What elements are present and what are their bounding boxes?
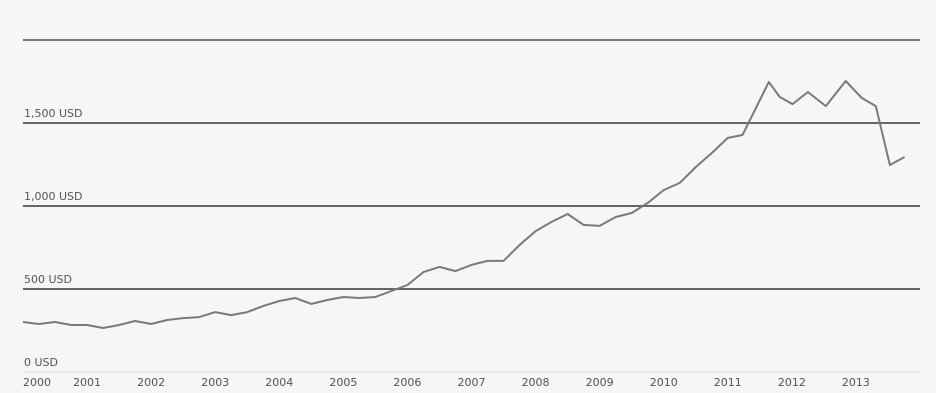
y-tick-label: 500 USD <box>24 273 72 286</box>
x-tick-label: 2001 <box>73 376 101 389</box>
y-tick-label: 1,000 USD <box>24 190 83 203</box>
x-tick-label: 2008 <box>522 376 550 389</box>
x-tick-label: 2005 <box>329 376 357 389</box>
x-tick-label: 2013 <box>842 376 870 389</box>
x-tick-label: 2002 <box>137 376 165 389</box>
x-tick-label: 2011 <box>714 376 742 389</box>
x-tick-label: 2003 <box>201 376 229 389</box>
line <box>22 80 906 329</box>
x-tick-label: 2007 <box>458 376 486 389</box>
x-tick-label: 2000 <box>23 376 51 389</box>
x-tick-label: 2006 <box>393 376 421 389</box>
x-tick-label: 2012 <box>778 376 806 389</box>
x-tick-label: 2010 <box>650 376 678 389</box>
y-tick-label: 0 USD <box>24 356 58 369</box>
x-tick-label: 2004 <box>265 376 293 389</box>
x-tick-label: 2009 <box>586 376 614 389</box>
y-tick-label: 1,500 USD <box>24 107 83 120</box>
